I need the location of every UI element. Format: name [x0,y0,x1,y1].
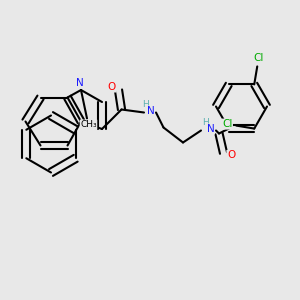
Text: H: H [142,100,149,109]
Text: N: N [76,77,83,88]
Text: N: N [207,124,214,134]
Text: Cl: Cl [222,119,232,129]
Text: Cl: Cl [254,53,264,63]
Text: H: H [202,118,209,127]
Text: O: O [227,150,235,161]
Text: O: O [108,82,116,92]
Text: CH₃: CH₃ [80,120,97,129]
Text: N: N [147,106,154,116]
